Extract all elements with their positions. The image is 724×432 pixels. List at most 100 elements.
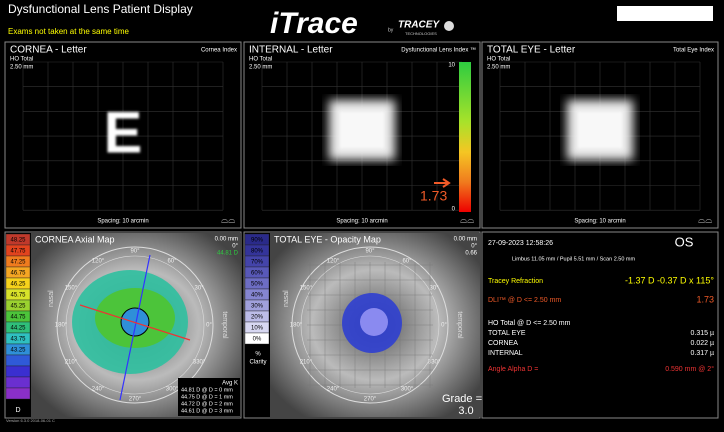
alpha-value: 0.590 mm @ 2° <box>665 365 714 373</box>
scale-label: 60% <box>251 271 264 277</box>
dli-max: 10 <box>448 63 455 69</box>
dli-value: 1.73 <box>696 294 714 304</box>
date: 27-09-2023 12:58:26 <box>488 240 553 247</box>
logo-dot <box>444 21 454 31</box>
avgk-box <box>178 378 240 416</box>
ho-name: TOTAL EYE <box>488 330 526 337</box>
angle-label: 300° <box>166 387 179 393</box>
version: Version 6.3.0 2018-06-01 C <box>6 418 55 423</box>
index-label: Dysfunctional Lens Index ™ <box>401 47 476 54</box>
glasses-icon: ⌓⌓ <box>698 214 712 224</box>
scale-label: 45.25 <box>10 304 26 310</box>
ho-value: 0.315 µ <box>691 330 715 337</box>
ring <box>291 246 449 404</box>
scale-label: 47.75 <box>10 249 26 255</box>
ring <box>65 255 205 395</box>
ho-value: 0.317 µ <box>691 350 715 357</box>
logo-by: by <box>388 27 394 33</box>
scale-label: 43.75 <box>10 337 26 343</box>
angle: 0° <box>471 244 477 250</box>
angle-label: 150° <box>300 286 313 292</box>
glasses-icon: ⌓⌓ <box>460 214 474 224</box>
ho-name: INTERNAL <box>488 350 523 357</box>
spacing: Spacing: 10 arcmin <box>574 219 625 225</box>
blank-box <box>617 6 713 21</box>
diameter: 0.00 mm <box>215 237 238 243</box>
axis <box>79 304 191 341</box>
panel-title: INTERNAL - Letter <box>249 45 333 56</box>
angle-label: 330° <box>193 360 206 366</box>
blur-core <box>340 112 384 148</box>
scale-unit: D <box>15 407 20 414</box>
scale-label: 46.75 <box>10 271 26 277</box>
reading: 0.66 <box>465 251 477 257</box>
ring <box>300 255 440 395</box>
angle-label: 0° <box>441 323 447 329</box>
temporal: temporal <box>221 311 228 339</box>
scale-unit: % <box>255 352 261 358</box>
angle-label: 60° <box>167 258 177 264</box>
angle-label: 240° <box>327 387 340 393</box>
nasal: nasal <box>48 290 55 307</box>
avgk-row: 44.75 D @ D = 1 mm <box>181 394 233 400</box>
scale-label: 80% <box>251 249 264 255</box>
angle-label: 300° <box>401 387 414 393</box>
angle-label: 180° <box>290 323 303 329</box>
dli-bar <box>459 62 471 212</box>
index-label: Total Eye Index <box>673 48 714 54</box>
axis <box>119 254 151 401</box>
temporal: temporal <box>456 311 463 339</box>
blur-core <box>578 112 622 148</box>
size-label: 2.50 mm <box>10 65 33 71</box>
pupil-core <box>360 308 388 336</box>
scale-label: 0% <box>253 337 262 343</box>
alpha-label: Angle Alpha D = <box>488 366 538 373</box>
grade: 3.0 <box>458 405 473 417</box>
angle-label: 90° <box>130 249 140 255</box>
ho-name: CORNEA <box>488 340 518 347</box>
diameter: 0.00 mm <box>454 237 477 243</box>
warning: Exams not taken at the same time <box>8 27 129 36</box>
angle-label: 210° <box>65 360 78 366</box>
angle-label: 90° <box>365 249 375 255</box>
size-label: 2.50 mm <box>249 65 272 71</box>
ho-label: HO Total <box>487 57 510 63</box>
ho-value: 0.022 µ <box>691 340 715 347</box>
angle-label: 60° <box>402 258 412 264</box>
size-label: 2.50 mm <box>487 65 510 71</box>
index-label: Cornea Index <box>201 48 237 54</box>
ho-label: HO Total @ D <= 2.50 mm <box>488 320 571 327</box>
angle-label: 0° <box>206 323 212 329</box>
angle-label: 270° <box>129 397 142 403</box>
glasses-icon: ⌓⌓ <box>221 214 235 224</box>
angle-label: 210° <box>300 360 313 366</box>
angle-label: 180° <box>55 323 68 329</box>
scale-label: 90% <box>251 238 264 244</box>
map-title: CORNEA Axial Map <box>35 234 115 244</box>
scale-label: 50% <box>251 282 264 288</box>
dli-arrow <box>434 178 451 188</box>
ho-label: HO Total <box>10 57 33 63</box>
reading: 44.81 D <box>217 251 239 257</box>
measures: Limbus 11.05 mm / Pupil 5.51 mm / Scan 2… <box>512 256 636 262</box>
grade-label: Grade = <box>442 393 482 405</box>
ho-label: HO Total <box>249 57 272 63</box>
scale-cell <box>5 354 31 367</box>
angle-label: 330° <box>428 360 441 366</box>
nasal: nasal <box>283 290 290 307</box>
spacing: Spacing: 10 arcmin <box>97 219 148 225</box>
avgk-row: 44.81 D @ D = 0 mm <box>181 387 233 393</box>
angle-label: 240° <box>92 387 105 393</box>
refraction: -1.37 D -0.37 D x 115° <box>625 275 714 285</box>
logo-sub: TECHNOLOGIES <box>405 31 437 36</box>
scale-label: 10% <box>251 326 264 332</box>
avgk-row: 44.61 D @ D = 3 mm <box>181 408 233 414</box>
scale-label: 30% <box>251 304 264 310</box>
avgk-row: 44.72 D @ D = 2 mm <box>181 401 233 407</box>
angle: 0° <box>232 244 238 250</box>
angle-label: 120° <box>92 258 105 264</box>
scale-label: 70% <box>251 260 264 266</box>
dli-value: 1.73 <box>420 188 447 204</box>
logo-brand: TRACEY <box>398 20 440 31</box>
